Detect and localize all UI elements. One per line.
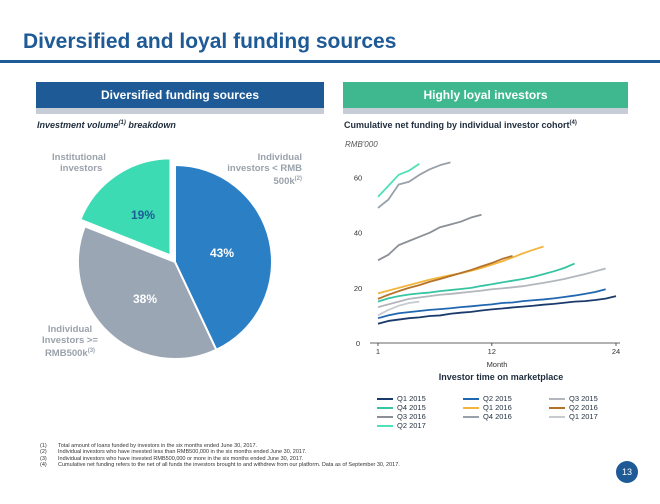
small-investor-label-line1: Individual bbox=[257, 152, 302, 163]
legend-label: Q3 2015 bbox=[569, 394, 598, 403]
legend-title: Investor time on marketplace bbox=[438, 372, 564, 382]
legend-label: Q2 2015 bbox=[483, 394, 512, 403]
chart-legend: Q1 2015 Q2 2015 Q3 2015 Q4 2015 Q1 2016 Q2 20… bbox=[377, 394, 647, 430]
series-line-q4-2016 bbox=[377, 161, 451, 209]
y-tick-label-1: 20 bbox=[354, 284, 362, 293]
small-investor-label-sup: (2) bbox=[294, 176, 302, 182]
footnote-text: Individual investors who have invested l… bbox=[58, 449, 307, 456]
series-line-q3-2016 bbox=[377, 213, 482, 262]
series-line-q4-2015 bbox=[377, 262, 575, 303]
legend-item-q1-2016: Q1 2016 bbox=[463, 403, 549, 412]
left-subhead-sup: (1) bbox=[118, 120, 126, 126]
legend-item-q2-2017: Q2 2017 bbox=[377, 421, 463, 430]
legend-swatch bbox=[377, 406, 393, 409]
legend-swatch bbox=[377, 424, 393, 427]
legend-label: Q2 2017 bbox=[397, 421, 426, 430]
x-axis-title: Month bbox=[487, 360, 508, 369]
legend-swatch bbox=[549, 415, 565, 418]
small-investor-label-line3: 500k bbox=[273, 176, 295, 188]
legend-swatch bbox=[549, 406, 565, 409]
legend-label: Q1 2016 bbox=[483, 403, 512, 412]
page-number: 13 bbox=[616, 461, 638, 483]
institutional-label: Institutional investors bbox=[52, 152, 106, 174]
series-line-q1-2016 bbox=[377, 245, 544, 295]
legend-item-q4-2015: Q4 2015 bbox=[377, 403, 463, 412]
legend-swatch bbox=[463, 397, 479, 400]
slide-title: Diversified and loyal funding sources bbox=[23, 30, 397, 53]
legend-item-q4-2016: Q4 2016 bbox=[463, 412, 549, 421]
slice-label-small-investors: 43% bbox=[210, 246, 235, 260]
legend-item-q2-2016: Q2 2016 bbox=[549, 403, 635, 412]
footnote-1: (1) Total amount of loans funded by inves… bbox=[40, 443, 600, 449]
series-line-q1-2015 bbox=[377, 295, 617, 325]
footnote-text: Individual investors who have invested R… bbox=[58, 455, 304, 462]
footnote-text: Total amount of loans funded by investor… bbox=[58, 443, 258, 449]
large-investor-label: Individual Investors >= RMB500k(3) bbox=[42, 324, 98, 359]
footnote-number: (4) bbox=[40, 462, 47, 469]
right-subhead-main: Cumulative net funding by individual inv… bbox=[344, 120, 570, 130]
footnote-number: (2) bbox=[40, 449, 47, 456]
series-line-q1-2017 bbox=[377, 300, 420, 317]
legend-label: Q1 2015 bbox=[397, 394, 426, 403]
x-tick-label-1: 12 bbox=[488, 347, 496, 356]
title-underline bbox=[0, 60, 660, 63]
legend-label: Q4 2016 bbox=[483, 412, 512, 421]
left-banner-shadow bbox=[36, 108, 324, 114]
legend-item-q3-2016: Q3 2016 bbox=[377, 412, 463, 421]
series-line-q2-2016 bbox=[377, 255, 513, 300]
large-investor-label-line3: RMB500k bbox=[44, 348, 88, 360]
series-line-q3-2015 bbox=[377, 267, 606, 309]
slice-label-large-investors: 38% bbox=[133, 292, 158, 306]
y-tick-label-0: 0 bbox=[356, 339, 360, 348]
legend-swatch bbox=[463, 415, 479, 418]
footnote-4: (4) Cumulative net funding refers to the … bbox=[40, 462, 600, 468]
legend-label: Q2 2016 bbox=[569, 403, 598, 412]
x-tick-label-0: 1 bbox=[376, 347, 380, 356]
large-investor-label-line2: Investors >= bbox=[42, 335, 98, 346]
left-subhead-tail: breakdown bbox=[125, 120, 176, 130]
right-banner-shadow bbox=[343, 108, 628, 114]
right-panel-banner: Highly loyal investors bbox=[343, 82, 628, 108]
legend-swatch bbox=[549, 397, 565, 400]
series-line-q2-2017 bbox=[377, 163, 420, 198]
large-investor-label-sup: (3) bbox=[87, 348, 96, 354]
right-subhead-sup: (4) bbox=[569, 120, 577, 126]
left-subhead-main: Investment volume bbox=[37, 120, 119, 130]
right-subhead: Cumulative net funding by individual inv… bbox=[344, 120, 577, 130]
footnote-number: (3) bbox=[40, 455, 47, 462]
legend-swatch bbox=[463, 406, 479, 409]
left-panel-banner: Diversified funding sources bbox=[36, 82, 324, 108]
institutional-label-line2: investors bbox=[60, 163, 103, 174]
large-investor-label-line1: Individual bbox=[47, 324, 93, 335]
footnote-3: (3) Individual investors who have investe… bbox=[40, 456, 600, 462]
y-unit-label: RMB'000 bbox=[345, 140, 378, 149]
legend-label: Q1 2017 bbox=[569, 412, 598, 421]
legend-label: Q4 2015 bbox=[397, 403, 426, 412]
slice-label-institutional: 19% bbox=[131, 208, 156, 222]
x-tick-label-2: 24 bbox=[612, 347, 620, 356]
series-line-q2-2015 bbox=[377, 288, 606, 320]
legend-item-q2-2015: Q2 2015 bbox=[463, 394, 549, 403]
legend-item-q1-2017: Q1 2017 bbox=[549, 412, 635, 421]
small-investor-label-line2: investors < RMB bbox=[227, 163, 302, 174]
left-banner-text: Diversified funding sources bbox=[100, 88, 260, 102]
legend-label: Q3 2016 bbox=[397, 412, 426, 421]
y-tick-label-2: 40 bbox=[354, 229, 362, 238]
legend-swatch bbox=[377, 397, 393, 400]
legend-swatch bbox=[377, 415, 393, 418]
footnote-text: Cumulative net funding refers to the net… bbox=[58, 462, 400, 469]
footnotes: (1) Total amount of loans funded by inves… bbox=[40, 443, 600, 469]
legend-item-q3-2015: Q3 2015 bbox=[549, 394, 635, 403]
right-banner-text: Highly loyal investors bbox=[423, 88, 548, 102]
footnote-number: (1) bbox=[40, 443, 47, 449]
left-subhead: Investment volume(1) breakdown bbox=[37, 120, 176, 130]
institutional-label-line1: Institutional bbox=[52, 152, 106, 163]
footnote-2: (2) Individual investors who have investe… bbox=[40, 449, 600, 455]
small-investor-label: Individual investors < RMB 500k(2) bbox=[226, 152, 302, 187]
y-tick-label-3: 60 bbox=[354, 174, 362, 183]
legend-item-q1-2015: Q1 2015 bbox=[377, 394, 463, 403]
